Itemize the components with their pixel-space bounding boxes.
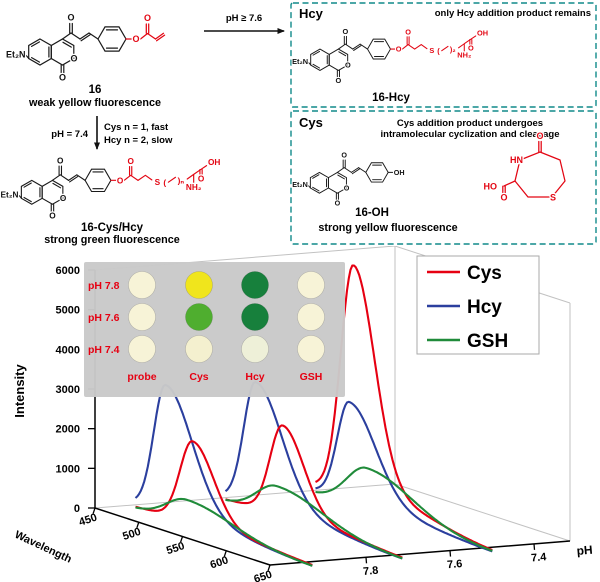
ph-tick xyxy=(365,557,368,564)
atom-label-hn: HN xyxy=(510,155,523,165)
well-spot xyxy=(297,335,325,363)
hcy-result-box xyxy=(290,2,597,108)
caption-weak-yellow: weak yellow fluorescence xyxy=(28,97,161,109)
structure-16-cys-hcy: )ₙ xyxy=(0,155,222,222)
ph-tick xyxy=(533,543,536,550)
seven-membered-ring xyxy=(514,151,566,198)
wavelength-tick xyxy=(92,507,96,514)
intensity-axis-label: Intensity xyxy=(12,364,27,418)
caption-strong-green: strong green fluorescence xyxy=(44,234,180,246)
inset-column-label: Cys xyxy=(189,371,208,383)
inset-column-label: probe xyxy=(127,371,156,383)
structure-16-hcy: )₂ xyxy=(291,25,490,87)
structure-thiolactam-ring: O HN S HO O xyxy=(482,130,566,204)
atom-label-close-paren-n: )ₙ xyxy=(178,177,185,186)
intensity-tick-label: 4000 xyxy=(56,344,80,356)
label-16-cys-hcy: 16-Cys/Hcy xyxy=(81,222,144,234)
intensity-tick-label: 6000 xyxy=(56,265,80,277)
atom-label-ring-ketone-o: O xyxy=(536,131,543,141)
well-spot xyxy=(128,271,156,299)
legend-label-Cys: Cys xyxy=(467,263,502,284)
caption-strong-yellow: strong yellow fluorescence xyxy=(318,222,457,234)
atom-label-close-paren-2: )₂ xyxy=(450,45,456,54)
intensity-tick-label: 5000 xyxy=(56,305,80,317)
well-spot xyxy=(185,271,213,299)
inset-column-label: GSH xyxy=(300,371,323,383)
hcy-box-note: only Hcy addition product remains xyxy=(435,8,591,19)
curve-Hcy-pH-7.8 xyxy=(134,383,313,567)
note-cys-fast: Cys n = 1, fast xyxy=(104,122,169,133)
label-16-hcy: 16-Hcy xyxy=(372,92,410,104)
intensity-tick-label: 0 xyxy=(74,503,80,515)
well-spot xyxy=(241,335,269,363)
wavelength-tick xyxy=(179,536,184,543)
well-spot xyxy=(297,271,325,299)
wavelength-tick-label: 500 xyxy=(121,526,142,543)
legend-label-GSH: GSH xyxy=(467,331,508,352)
wavelength-tick xyxy=(267,564,271,571)
atom-label-carbonyl-o: O xyxy=(144,13,151,23)
acrylate-bonds xyxy=(125,32,157,40)
acrylate-group: O O xyxy=(125,12,166,46)
atom-label-ring-s: S xyxy=(550,193,556,203)
legend: Cys Hcy GSH xyxy=(416,255,540,355)
well-spot xyxy=(297,303,325,331)
arrow-ph-7-4-label: pH = 7.4 xyxy=(51,129,88,140)
well-spot xyxy=(241,271,269,299)
legend-label-Hcy: Hcy xyxy=(467,297,502,318)
wavelength-tick-label: 450 xyxy=(77,512,98,529)
ph-axis-label: pH xyxy=(576,543,593,558)
fluorescence-3d-chart: 0 1000 2000 3000 4000 5000 6000 450 500 550 600 650… xyxy=(12,246,593,582)
atom-label-ho: HO xyxy=(484,182,498,192)
plot-frame xyxy=(94,246,571,542)
curve-Hcy-pH-7.4 xyxy=(315,400,493,553)
label-16-oh: 16-OH xyxy=(355,207,389,219)
inset-column-label: Hcy xyxy=(245,371,264,383)
wavelength-tick xyxy=(223,550,227,557)
cys-box-note-1: Cys addition product undergoes xyxy=(397,118,543,129)
cys-box-title: Cys xyxy=(299,115,323,130)
ph-tick-label: 7.8 xyxy=(363,565,379,578)
well-spot xyxy=(241,303,269,331)
atom-label-phenol-oh: OH xyxy=(394,168,405,177)
ph-tick-label: 7.6 xyxy=(447,558,463,571)
intensity-tick-label: 2000 xyxy=(56,424,80,436)
ph-tick xyxy=(449,550,452,557)
hcy-box-title: Hcy xyxy=(299,6,324,21)
ring-substituent-bonds xyxy=(502,140,542,197)
curve-Hcy-pH-7.6 xyxy=(224,380,403,560)
cys-result-box xyxy=(290,110,597,245)
note-hcy-slow: Hcy n = 2, slow xyxy=(104,135,173,146)
well-plate-inset: pH 7.8 pH 7.6 pH 7.4 probe Cys Hcy GSH xyxy=(84,262,345,397)
structure-16: O O xyxy=(4,11,166,84)
intensity-tick-label: 1000 xyxy=(56,463,80,475)
label-16: 16 xyxy=(89,84,102,96)
wavelength-tick-label: 550 xyxy=(165,540,186,557)
well-spot xyxy=(128,303,156,331)
well-spot xyxy=(185,303,213,331)
curve-GSH-pH-7.4 xyxy=(315,466,493,552)
inset-row-label: pH 7.4 xyxy=(88,344,120,356)
cys-box-note-2: intramolecular cyclization and cleavage xyxy=(381,129,560,140)
structure-16-oh: OH xyxy=(291,149,406,209)
curve-GSH-pH-7.6 xyxy=(225,484,403,560)
well-spot xyxy=(185,335,213,363)
intensity-tick-label: 3000 xyxy=(56,384,80,396)
curve-GSH-pH-7.8 xyxy=(135,497,313,567)
wavelength-tick xyxy=(136,522,140,529)
ph-tick-label: 7.4 xyxy=(531,551,548,564)
atom-label-ester-o: O xyxy=(132,34,139,44)
inset-row-label: pH 7.6 xyxy=(88,312,120,324)
atom-label-acid-o: O xyxy=(500,193,507,203)
wavelength-axis-label: Wavelength xyxy=(13,529,74,566)
wavelength-tick-label: 650 xyxy=(252,569,273,582)
arrow-ph-7-6-label: pH ≥ 7.6 xyxy=(226,13,262,24)
reaction-scheme: Et₂N O O O O O S ( NH₂ OH O xyxy=(0,2,597,246)
acrylate-double-bonds xyxy=(145,23,166,42)
inset-row-label: pH 7.8 xyxy=(88,280,120,292)
wavelength-tick-label: 600 xyxy=(209,554,230,571)
well-spot xyxy=(128,335,156,363)
